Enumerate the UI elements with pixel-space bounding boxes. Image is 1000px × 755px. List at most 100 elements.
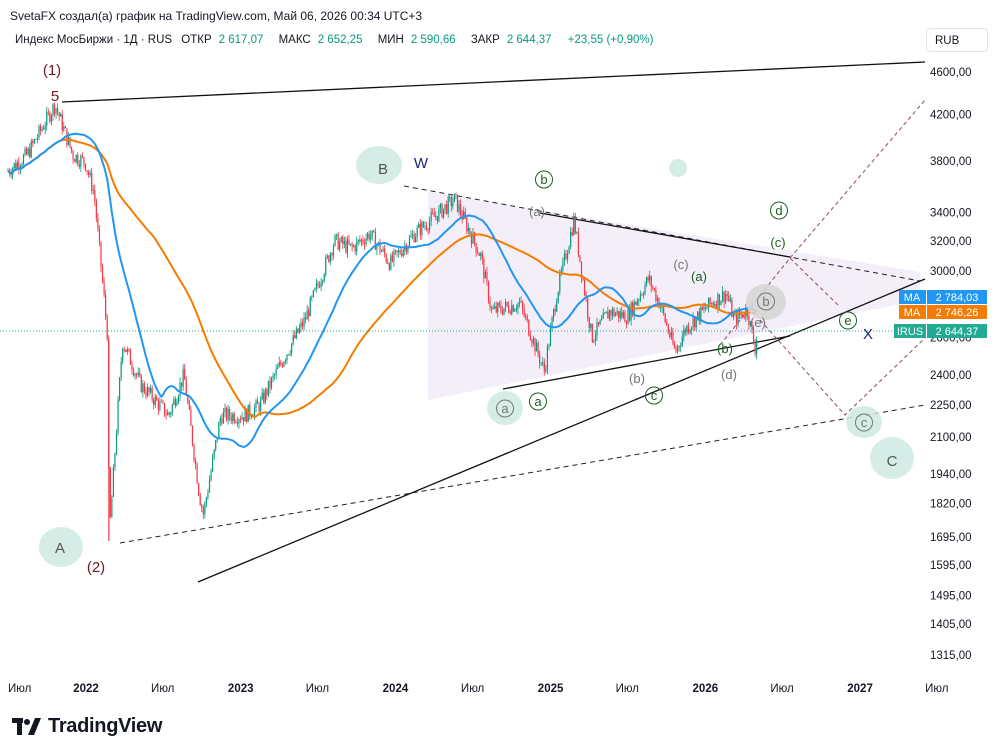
candle-body <box>663 306 665 314</box>
candle-body <box>446 204 448 214</box>
wave-label: (d) <box>721 367 737 382</box>
candle-body <box>165 415 167 416</box>
wave-label: (b) <box>629 371 645 386</box>
candle-body <box>664 313 666 323</box>
candle-body <box>83 157 85 164</box>
candle-body <box>263 392 265 403</box>
candle-body <box>666 322 668 326</box>
candle-body <box>469 228 471 235</box>
candle-body <box>535 342 538 352</box>
candle-body <box>97 218 99 229</box>
candle-body <box>176 401 178 406</box>
candle-body <box>460 204 462 215</box>
candle-body <box>64 126 66 129</box>
time-tick: 2026 <box>693 683 719 695</box>
candle-body <box>684 329 686 333</box>
candle-body <box>639 294 641 300</box>
candle-body <box>756 340 758 354</box>
candle-body <box>227 408 229 420</box>
candle-body <box>481 253 483 260</box>
candle-body <box>401 253 403 256</box>
candle-body <box>618 310 620 319</box>
candle-body <box>526 316 528 320</box>
candle-body <box>449 196 451 198</box>
candle-body <box>286 354 288 361</box>
candle-body <box>473 232 476 243</box>
candle-body <box>43 128 45 130</box>
resistance-line <box>61 61 926 103</box>
candle-body <box>33 139 35 143</box>
candle-body <box>131 364 133 371</box>
candle-body <box>587 298 589 318</box>
legend-high-label: МАКС <box>278 34 311 46</box>
wave-label: c <box>651 388 658 403</box>
wave-circle <box>855 413 873 432</box>
candle-body <box>340 237 342 242</box>
candle-body <box>274 374 276 376</box>
last-price-badge-value: 2 644,37 <box>936 326 979 338</box>
candle-body <box>191 425 194 445</box>
candle-body <box>385 254 387 262</box>
legend-symbol[interactable]: Индекс МосБиржи · 1Д · RUS <box>15 34 173 46</box>
candle-body <box>546 346 548 370</box>
candle-body <box>720 300 722 306</box>
candle-body <box>584 279 586 295</box>
tradingview-logo-text: TradingView <box>48 715 163 737</box>
price-tick: 1595,00 <box>930 560 972 572</box>
candle-body <box>489 301 491 308</box>
candle-body <box>346 239 349 253</box>
candle-body <box>599 320 601 325</box>
currency-selector[interactable]: RUB <box>926 28 988 52</box>
candle-body <box>549 327 552 347</box>
candle-body <box>622 312 624 318</box>
time-tick: 2027 <box>847 683 873 695</box>
candle-body <box>145 392 147 396</box>
candle-body <box>351 243 353 247</box>
price-tick: 2100,00 <box>930 432 972 444</box>
candle-body <box>292 335 294 344</box>
candle-body <box>484 271 486 279</box>
candle-body <box>353 245 355 247</box>
candle-body <box>695 316 697 328</box>
candle-body <box>562 260 564 271</box>
candle-body <box>356 240 358 252</box>
time-tick: Июл <box>8 683 31 695</box>
candle-body <box>712 303 714 306</box>
legend-low-value: 2 590,66 <box>410 34 456 46</box>
candle-body <box>190 409 192 426</box>
candle-body <box>249 404 251 417</box>
time-tick: Июл <box>461 683 484 695</box>
candle-body <box>700 306 702 322</box>
candle-body <box>708 297 710 309</box>
candle-body <box>224 407 226 413</box>
candle-body <box>154 396 156 405</box>
candle-body <box>576 232 578 234</box>
wave-label: B <box>378 161 388 178</box>
wave-bubbles <box>39 146 914 567</box>
candle-body <box>458 204 460 212</box>
candle-body <box>241 417 243 420</box>
candle-body <box>655 289 657 301</box>
candle-body <box>456 194 459 212</box>
candle-body <box>647 277 649 281</box>
tradingview-logo[interactable]: TradingView <box>12 715 162 738</box>
candle-body <box>38 126 40 138</box>
candle-body <box>427 229 429 231</box>
candle-body <box>574 216 576 233</box>
candle-body <box>322 280 324 283</box>
candle-body <box>570 232 572 247</box>
ma-slow-badge-label: MA <box>904 307 921 319</box>
candle-body <box>291 343 293 354</box>
candle-body <box>439 204 442 209</box>
candle-body <box>26 148 28 155</box>
candle-body <box>159 401 161 410</box>
candle-body <box>170 412 172 415</box>
candle-body <box>325 257 327 275</box>
candle-body <box>153 399 155 405</box>
candle-body <box>308 310 310 317</box>
candle-body <box>277 366 279 369</box>
candle-body <box>88 171 90 175</box>
candle-body <box>309 297 311 317</box>
candle-body <box>548 346 550 347</box>
